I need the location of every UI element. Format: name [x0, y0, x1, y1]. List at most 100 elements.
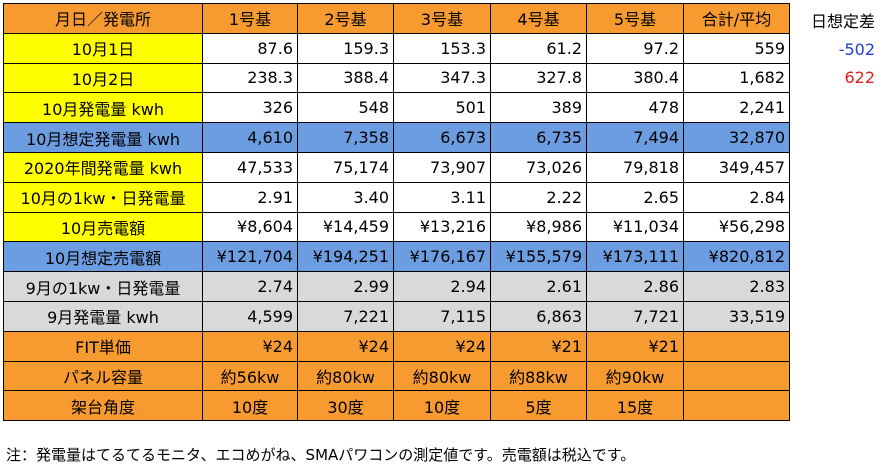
row-label: 9月発電量 kwh — [3, 300, 203, 332]
table-cell: ¥155,579 — [490, 241, 587, 273]
header-cell: 4号基 — [490, 3, 587, 34]
table-cell: ¥21 — [490, 330, 587, 362]
table-cell: ¥173,111 — [586, 241, 684, 273]
table-cell: 388.4 — [297, 62, 394, 94]
header-cell: 合計/平均 — [683, 3, 790, 34]
table-cell — [683, 330, 790, 362]
row-label: 10月1日 — [3, 32, 203, 64]
table-cell: 約56kw — [202, 360, 298, 392]
table-cell: 2.65 — [586, 181, 684, 213]
table-cell: 4,610 — [202, 122, 298, 153]
table-cell: 7,721 — [586, 300, 684, 332]
table-cell: ¥24 — [202, 330, 298, 362]
header-row: 月日／発電所 1号基 2号基 3号基 4号基 5号基 合計/平均 — [3, 3, 790, 34]
table-row: 10月発電量 kwh 326 548 501 389 478 2,241 — [3, 92, 790, 124]
table-cell: ¥21 — [586, 330, 684, 362]
table-cell: 6,673 — [393, 122, 491, 153]
table-cell: 153.3 — [393, 32, 491, 64]
table-cell: 2.22 — [490, 181, 587, 213]
table-cell: 7,494 — [586, 122, 684, 153]
table-cell: 87.6 — [202, 32, 298, 64]
table-cell: 7,358 — [297, 122, 394, 153]
table-cell: 238.3 — [202, 62, 298, 94]
table-cell: ¥14,459 — [297, 211, 394, 243]
table-cell: 6,863 — [490, 300, 587, 332]
table-cell: 10度 — [393, 390, 491, 422]
table-cell: 327.8 — [490, 62, 587, 94]
table-cell: 326 — [202, 92, 298, 124]
table-cell: 349,457 — [683, 151, 790, 183]
table-cell: 347.3 — [393, 62, 491, 94]
table-row: 9月の1kw・日発電量 2.74 2.99 2.94 2.61 2.86 2.83 — [3, 271, 790, 302]
table-row: 架台角度 10度 30度 10度 5度 15度 — [3, 390, 790, 422]
footnote: 注：発電量はてるてるモニタ、エコめがね、SMAパワコンの測定値です。売電額は税込… — [6, 446, 636, 464]
table-cell: 約80kw — [393, 360, 491, 392]
row-label: 架台角度 — [3, 390, 203, 422]
row-label: 2020年間発電量 kwh — [3, 151, 203, 183]
table-cell: ¥24 — [393, 330, 491, 362]
daily-forecast-diff-value: 622 — [844, 68, 875, 87]
table-cell: 約88kw — [490, 360, 587, 392]
table-cell: 5度 — [490, 390, 587, 422]
table-cell: 73,907 — [393, 151, 491, 183]
table-row: 10月2日 238.3 388.4 347.3 327.8 380.4 1,682 — [3, 62, 790, 94]
table-row: 10月売電額 ¥8,604 ¥14,459 ¥13,216 ¥8,986 ¥11,034 ¥… — [3, 211, 790, 243]
power-generation-table: 月日／発電所 1号基 2号基 3号基 4号基 5号基 合計/平均 10月1日 87.6 159.3… — [3, 3, 790, 422]
header-cell: 5号基 — [586, 3, 684, 34]
header-cell: 2号基 — [297, 3, 394, 34]
table-cell: 6,735 — [490, 122, 587, 153]
table-row: 10月の1kw・日発電量 2.91 3.40 3.11 2.22 2.65 2.84 — [3, 181, 790, 213]
table-cell: ¥24 — [297, 330, 394, 362]
table-cell: 1,682 — [683, 62, 790, 94]
row-label: 10月2日 — [3, 62, 203, 94]
row-label: FIT単価 — [3, 330, 203, 362]
table-cell: 2.84 — [683, 181, 790, 213]
table-cell: 61.2 — [490, 32, 587, 64]
table-cell: 2.91 — [202, 181, 298, 213]
table-cell: 47,533 — [202, 151, 298, 183]
table-row: 10月1日 87.6 159.3 153.3 61.2 97.2 559 — [3, 32, 790, 64]
table-cell: 2.74 — [202, 271, 298, 302]
header-cell: 3号基 — [393, 3, 491, 34]
table-cell: 79,818 — [586, 151, 684, 183]
table-cell: 2,241 — [683, 92, 790, 124]
table-cell: ¥194,251 — [297, 241, 394, 273]
daily-forecast-diff-value: -502 — [838, 40, 875, 59]
table-row: 2020年間発電量 kwh 47,533 75,174 73,907 73,026 79,… — [3, 151, 790, 183]
table-row: 10月想定売電額 ¥121,704 ¥194,251 ¥176,167 ¥155,579… — [3, 241, 790, 273]
row-label: 10月売電額 — [3, 211, 203, 243]
table-cell: 2.86 — [586, 271, 684, 302]
table-cell: 2.83 — [683, 271, 790, 302]
table-cell: ¥8,986 — [490, 211, 587, 243]
table-cell: 380.4 — [586, 62, 684, 94]
table-cell: 3.11 — [393, 181, 491, 213]
table-cell: ¥11,034 — [586, 211, 684, 243]
table-cell: 389 — [490, 92, 587, 124]
table-cell — [683, 360, 790, 392]
table-cell: 約80kw — [297, 360, 394, 392]
table-row: FIT単価 ¥24 ¥24 ¥24 ¥21 ¥21 — [3, 330, 790, 362]
table-cell: 548 — [297, 92, 394, 124]
table-row: 10月想定発電量 kwh 4,610 7,358 6,673 6,735 7,494 32,… — [3, 122, 790, 153]
table-cell: 2.61 — [490, 271, 587, 302]
table-cell: 30度 — [297, 390, 394, 422]
table-cell: 7,115 — [393, 300, 491, 332]
header-label-cell: 月日／発電所 — [3, 3, 203, 34]
row-label: パネル容量 — [3, 360, 203, 392]
row-label: 10月発電量 kwh — [3, 92, 203, 124]
row-label: 9月の1kw・日発電量 — [3, 271, 203, 302]
table-cell: 33,519 — [683, 300, 790, 332]
table-cell: 7,221 — [297, 300, 394, 332]
table-cell: 559 — [683, 32, 790, 64]
table-cell: 501 — [393, 92, 491, 124]
table-cell: 10度 — [202, 390, 298, 422]
header-cell: 1号基 — [202, 3, 298, 34]
table-cell: ¥56,298 — [683, 211, 790, 243]
row-label: 10月想定売電額 — [3, 241, 203, 273]
table-cell: 159.3 — [297, 32, 394, 64]
table-cell — [683, 390, 790, 422]
table-cell: ¥8,604 — [202, 211, 298, 243]
table-cell: 32,870 — [683, 122, 790, 153]
table-cell: ¥820,812 — [683, 241, 790, 273]
table-cell: 73,026 — [490, 151, 587, 183]
